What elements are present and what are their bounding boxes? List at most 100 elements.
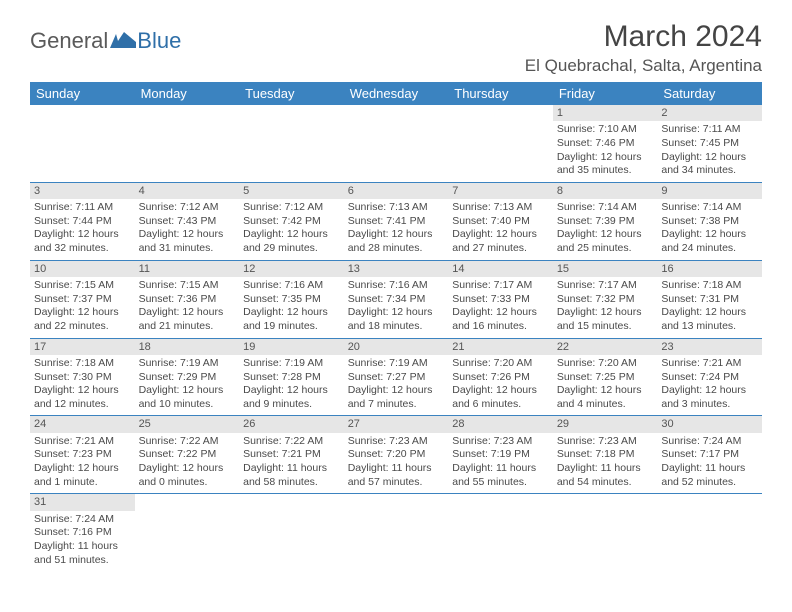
day-line: Sunrise: 7:19 AM xyxy=(139,357,236,371)
day-line: Daylight: 12 hours xyxy=(661,384,758,398)
day-number: 25 xyxy=(135,416,240,432)
day-line: Sunrise: 7:24 AM xyxy=(661,435,758,449)
calendar-row: 24Sunrise: 7:21 AMSunset: 7:23 PMDayligh… xyxy=(30,416,762,494)
day-line: Daylight: 12 hours xyxy=(348,306,445,320)
calendar-body: 1Sunrise: 7:10 AMSunset: 7:46 PMDaylight… xyxy=(30,105,762,571)
calendar-cell xyxy=(657,494,762,571)
day-line: Sunset: 7:43 PM xyxy=(139,215,236,229)
day-line: Sunrise: 7:24 AM xyxy=(34,513,131,527)
calendar-cell: 27Sunrise: 7:23 AMSunset: 7:20 PMDayligh… xyxy=(344,416,449,494)
calendar-cell: 29Sunrise: 7:23 AMSunset: 7:18 PMDayligh… xyxy=(553,416,658,494)
day-number: 15 xyxy=(553,261,658,277)
day-line: and 54 minutes. xyxy=(557,476,654,490)
day-line: Sunset: 7:25 PM xyxy=(557,371,654,385)
day-line: Sunset: 7:40 PM xyxy=(452,215,549,229)
calendar-cell: 21Sunrise: 7:20 AMSunset: 7:26 PMDayligh… xyxy=(448,338,553,416)
calendar-cell xyxy=(448,105,553,182)
day-number: 12 xyxy=(239,261,344,277)
day-line: Sunset: 7:22 PM xyxy=(139,448,236,462)
dayname-thu: Thursday xyxy=(448,82,553,105)
calendar-cell: 10Sunrise: 7:15 AMSunset: 7:37 PMDayligh… xyxy=(30,260,135,338)
calendar-cell: 19Sunrise: 7:19 AMSunset: 7:28 PMDayligh… xyxy=(239,338,344,416)
calendar-cell: 23Sunrise: 7:21 AMSunset: 7:24 PMDayligh… xyxy=(657,338,762,416)
day-line: and 22 minutes. xyxy=(34,320,131,334)
day-number: 10 xyxy=(30,261,135,277)
calendar-cell: 30Sunrise: 7:24 AMSunset: 7:17 PMDayligh… xyxy=(657,416,762,494)
day-number: 6 xyxy=(344,183,449,199)
month-title: March 2024 xyxy=(525,20,762,54)
calendar-row: 3Sunrise: 7:11 AMSunset: 7:44 PMDaylight… xyxy=(30,182,762,260)
day-line: Sunset: 7:44 PM xyxy=(34,215,131,229)
day-line: Sunrise: 7:13 AM xyxy=(348,201,445,215)
day-line: Daylight: 12 hours xyxy=(557,228,654,242)
day-line: Daylight: 12 hours xyxy=(348,384,445,398)
day-line: Sunset: 7:16 PM xyxy=(34,526,131,540)
day-line: Sunset: 7:42 PM xyxy=(243,215,340,229)
day-line: Sunrise: 7:20 AM xyxy=(452,357,549,371)
day-line: Sunrise: 7:21 AM xyxy=(34,435,131,449)
day-line: Sunrise: 7:16 AM xyxy=(243,279,340,293)
day-line: Daylight: 12 hours xyxy=(452,384,549,398)
calendar-cell: 18Sunrise: 7:19 AMSunset: 7:29 PMDayligh… xyxy=(135,338,240,416)
calendar-cell: 6Sunrise: 7:13 AMSunset: 7:41 PMDaylight… xyxy=(344,182,449,260)
day-line: and 35 minutes. xyxy=(557,164,654,178)
day-line: Sunrise: 7:17 AM xyxy=(557,279,654,293)
day-line: Sunset: 7:19 PM xyxy=(452,448,549,462)
calendar-cell: 12Sunrise: 7:16 AMSunset: 7:35 PMDayligh… xyxy=(239,260,344,338)
day-line: Daylight: 12 hours xyxy=(452,306,549,320)
calendar-cell: 24Sunrise: 7:21 AMSunset: 7:23 PMDayligh… xyxy=(30,416,135,494)
dayname-sat: Saturday xyxy=(657,82,762,105)
day-line: and 25 minutes. xyxy=(557,242,654,256)
day-line: and 9 minutes. xyxy=(243,398,340,412)
day-line: Daylight: 11 hours xyxy=(661,462,758,476)
calendar-cell: 14Sunrise: 7:17 AMSunset: 7:33 PMDayligh… xyxy=(448,260,553,338)
day-line: Daylight: 12 hours xyxy=(34,462,131,476)
day-number: 14 xyxy=(448,261,553,277)
day-line: Sunset: 7:21 PM xyxy=(243,448,340,462)
day-line: Daylight: 12 hours xyxy=(34,384,131,398)
day-number: 31 xyxy=(30,494,135,510)
calendar-row: 1Sunrise: 7:10 AMSunset: 7:46 PMDaylight… xyxy=(30,105,762,182)
day-line: and 21 minutes. xyxy=(139,320,236,334)
day-line: Sunrise: 7:22 AM xyxy=(243,435,340,449)
dayname-wed: Wednesday xyxy=(344,82,449,105)
day-number: 9 xyxy=(657,183,762,199)
calendar-cell: 15Sunrise: 7:17 AMSunset: 7:32 PMDayligh… xyxy=(553,260,658,338)
calendar-cell: 31Sunrise: 7:24 AMSunset: 7:16 PMDayligh… xyxy=(30,494,135,571)
day-line: Sunset: 7:34 PM xyxy=(348,293,445,307)
calendar-cell xyxy=(135,494,240,571)
day-line: and 16 minutes. xyxy=(452,320,549,334)
day-line: Sunrise: 7:18 AM xyxy=(34,357,131,371)
day-number: 26 xyxy=(239,416,344,432)
day-line: Sunset: 7:41 PM xyxy=(348,215,445,229)
dayname-fri: Friday xyxy=(553,82,658,105)
calendar-cell xyxy=(30,105,135,182)
day-line: Daylight: 12 hours xyxy=(661,151,758,165)
day-line: Sunset: 7:24 PM xyxy=(661,371,758,385)
day-number: 19 xyxy=(239,339,344,355)
day-number: 8 xyxy=(553,183,658,199)
day-line: Daylight: 12 hours xyxy=(661,306,758,320)
day-line: Sunrise: 7:12 AM xyxy=(243,201,340,215)
day-line: and 0 minutes. xyxy=(139,476,236,490)
day-line: and 52 minutes. xyxy=(661,476,758,490)
day-number: 21 xyxy=(448,339,553,355)
dayname-tue: Tuesday xyxy=(239,82,344,105)
calendar-cell xyxy=(135,105,240,182)
day-line: Sunrise: 7:18 AM xyxy=(661,279,758,293)
day-line: Sunset: 7:37 PM xyxy=(34,293,131,307)
day-line: Sunrise: 7:19 AM xyxy=(243,357,340,371)
calendar-cell xyxy=(553,494,658,571)
calendar-cell: 17Sunrise: 7:18 AMSunset: 7:30 PMDayligh… xyxy=(30,338,135,416)
calendar-cell: 4Sunrise: 7:12 AMSunset: 7:43 PMDaylight… xyxy=(135,182,240,260)
day-number: 24 xyxy=(30,416,135,432)
day-line: Daylight: 12 hours xyxy=(557,151,654,165)
calendar-cell: 2Sunrise: 7:11 AMSunset: 7:45 PMDaylight… xyxy=(657,105,762,182)
location: El Quebrachal, Salta, Argentina xyxy=(525,56,762,76)
day-number: 18 xyxy=(135,339,240,355)
day-number: 20 xyxy=(344,339,449,355)
calendar-cell: 22Sunrise: 7:20 AMSunset: 7:25 PMDayligh… xyxy=(553,338,658,416)
day-line: Daylight: 12 hours xyxy=(34,306,131,320)
day-number: 3 xyxy=(30,183,135,199)
day-line: Sunset: 7:18 PM xyxy=(557,448,654,462)
